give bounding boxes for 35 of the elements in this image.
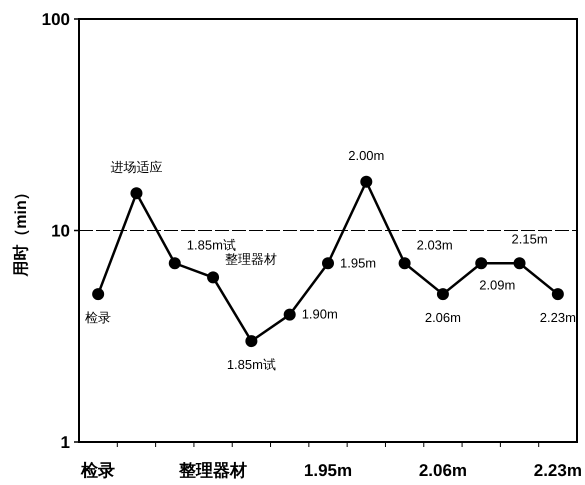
point (168, 257, 181, 270)
point (360, 176, 372, 188)
annotation: 检录 (85, 310, 112, 326)
point (398, 257, 411, 270)
y-tick-label: 100 (42, 10, 70, 29)
point (284, 308, 296, 321)
x-tick-label: 整理器材 (178, 461, 248, 480)
point (514, 257, 526, 270)
annotation: 1.85m试 (226, 357, 276, 372)
point (92, 288, 104, 300)
x-tick-label: 2.06m (418, 461, 468, 480)
annotation: 1.90m (302, 306, 338, 322)
annotation: 2.15m (512, 231, 548, 246)
x-tick-label: 检录 (80, 461, 116, 480)
point (475, 257, 488, 270)
annotation: 2.23m (540, 310, 576, 326)
annotation: 1.85m试 (186, 237, 236, 252)
annotation: 2.03m (416, 237, 453, 252)
annotation: 整理器材 (225, 251, 278, 266)
point (552, 288, 564, 300)
annotation: 2.09m (479, 277, 516, 292)
annotation: 2.06m (424, 310, 461, 326)
annotation: 进场适应 (110, 159, 162, 174)
x-tick-label: 2.23m (534, 461, 582, 480)
point (436, 288, 449, 300)
point (130, 187, 142, 200)
point (245, 335, 258, 348)
point (322, 257, 334, 270)
y-tick-label: 10 (51, 222, 70, 240)
annotation: 1.95m (340, 255, 376, 270)
x-tick-label: 1.95m (304, 461, 352, 480)
y-axis-title: 用时（min） (12, 184, 30, 278)
y-tick-label: 1 (60, 433, 70, 452)
point (207, 271, 220, 284)
annotation: 2.00m (348, 148, 384, 163)
